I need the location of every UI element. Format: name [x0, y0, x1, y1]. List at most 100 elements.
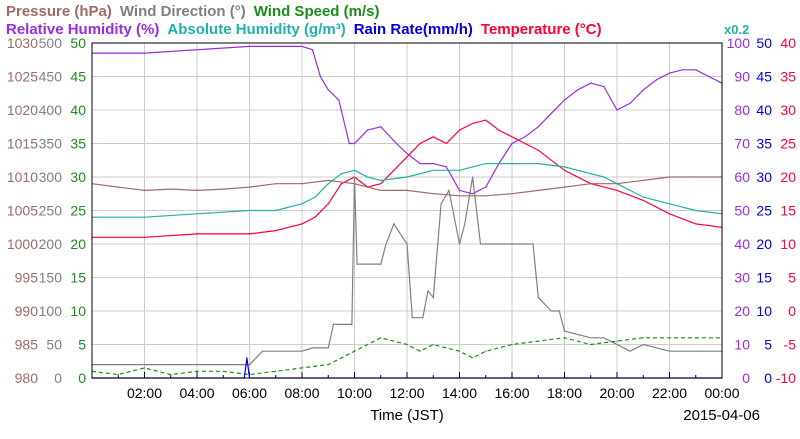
series-point: [472, 176, 474, 178]
series-point: [498, 129, 500, 131]
series-point: [248, 233, 251, 235]
rain-rate-tick-label: 0: [764, 370, 772, 386]
series-point: [695, 209, 697, 212]
series-point: [590, 337, 592, 339]
date-label: 2015-04-06: [683, 407, 760, 424]
series-point: [695, 176, 697, 178]
series-point: [143, 216, 146, 218]
series-point: [143, 52, 146, 54]
series-point: [385, 243, 387, 245]
series-point: [301, 350, 303, 352]
series-point: [511, 163, 513, 165]
series-point: [143, 189, 146, 191]
series-point: [445, 166, 447, 168]
series-point: [380, 183, 382, 185]
wind-speed-tick-label: 5: [78, 337, 86, 353]
series-point: [485, 350, 487, 352]
series-point: [353, 176, 356, 178]
x-tick-label: 00:00: [704, 385, 739, 401]
series-point: [411, 317, 413, 319]
series-point: [708, 75, 710, 78]
series-point: [629, 102, 631, 104]
series-point: [380, 126, 382, 128]
legend-label-0: Pressure (hPa): [6, 3, 112, 20]
temperature-tick-label: 30: [780, 102, 796, 118]
plot-frame: [91, 42, 723, 379]
series-point: [485, 119, 487, 121]
x-axis: 02:00 04:00 06:00 08:00 10:00 12:00 14:00 16:00…: [91, 372, 740, 401]
wind-direction-tick-label: 450: [39, 69, 63, 85]
pressure-tick-label: 990: [15, 303, 39, 319]
legend-label-3: Relative Humidity (%): [6, 21, 159, 38]
series-point: [537, 340, 539, 342]
series-point: [301, 45, 303, 48]
series-point: [143, 367, 146, 369]
right-axes: 1009080706050403020100504540353025201510…: [727, 35, 797, 386]
wind-speed-tick-label: 10: [70, 303, 86, 319]
series-point: [445, 142, 447, 145]
series-point: [327, 179, 329, 181]
series-point: [537, 297, 539, 299]
x-tick-label: 22:00: [652, 385, 687, 401]
series-wind-speed-m-s: [91, 337, 722, 376]
series-point: [458, 189, 461, 191]
series-point: [603, 176, 605, 178]
series-point: [327, 364, 329, 366]
legend-label-5: Rain Rate(mm/h): [354, 21, 473, 38]
wind-speed-tick-label: 45: [70, 69, 86, 85]
series-temperature-c: [92, 119, 723, 238]
series-point: [248, 186, 251, 188]
series-point: [642, 199, 644, 201]
series-point: [563, 186, 566, 188]
pressure-tick-label: 1020: [7, 102, 38, 118]
series-point: [550, 112, 553, 114]
pressure-tick-label: 980: [15, 370, 39, 386]
wind-direction-tick-label: 200: [39, 236, 63, 252]
series-point: [524, 136, 526, 138]
series-point: [406, 176, 408, 178]
series-point: [338, 99, 340, 101]
series-point: [563, 166, 566, 168]
wind-speed-tick-label: 50: [70, 35, 86, 51]
series-point: [642, 337, 644, 339]
series-point: [143, 236, 146, 238]
series-point: [314, 216, 316, 218]
pressure-tick-label: 1010: [7, 169, 38, 185]
series-point: [432, 193, 434, 195]
series-point: [616, 109, 618, 111]
series-point: [511, 343, 513, 346]
series-point: [367, 186, 369, 188]
series-point: [537, 126, 539, 128]
relative-humidity-tick-label: 90: [734, 69, 750, 85]
temperature-tick-label: -10: [776, 370, 796, 386]
series-point: [616, 343, 618, 346]
series-point: [406, 152, 408, 155]
series-point: [275, 183, 277, 185]
series-point: [458, 169, 461, 171]
x-tick-label: 08:00: [284, 385, 319, 401]
series-point: [629, 350, 631, 352]
legend-label-4: Absolute Humidity (g/m³): [167, 21, 345, 38]
temperature-tick-label: 10: [780, 236, 796, 252]
x-tick-label: 12:00: [389, 385, 424, 401]
legend: Pressure (hPa) Wind Direction (°) Wind Spe…: [6, 3, 749, 38]
pressure-tick-label: 985: [15, 337, 39, 353]
wind-direction-tick-label: 100: [39, 303, 63, 319]
temperature-tick-label: 0: [788, 303, 796, 319]
temperature-tick-label: -5: [784, 337, 797, 353]
wind-direction-tick-label: 400: [39, 102, 63, 118]
rain-rate-tick-label: 40: [756, 102, 772, 118]
series-point: [432, 169, 434, 171]
series-pressure-hpa: [91, 176, 722, 197]
series-point: [327, 347, 329, 349]
temperature-tick-label: 20: [780, 169, 796, 185]
series-point: [246, 357, 248, 359]
series-point: [668, 213, 671, 215]
series-point: [642, 179, 644, 181]
rain-rate-tick-label: 20: [756, 236, 772, 252]
rain-rate-tick-label: 10: [756, 303, 772, 319]
series-point: [311, 347, 314, 349]
series-point: [196, 189, 198, 191]
series-point: [590, 173, 592, 175]
